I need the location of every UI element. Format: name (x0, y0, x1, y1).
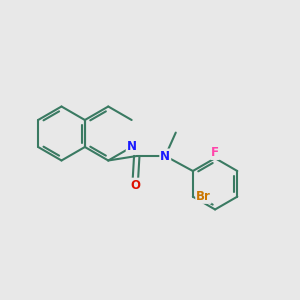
Text: N: N (127, 140, 136, 154)
Text: Br: Br (196, 190, 211, 203)
Text: F: F (211, 146, 219, 159)
Text: O: O (130, 178, 140, 192)
Text: N: N (160, 149, 170, 163)
